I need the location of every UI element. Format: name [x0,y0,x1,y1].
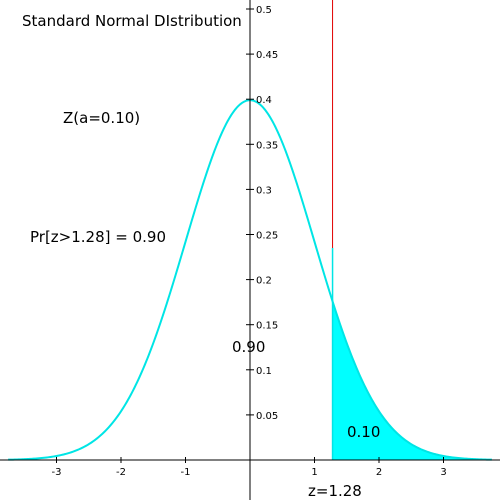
y-tick-label: 0.45 [256,50,278,61]
chart-title: Standard Normal DIstribution [22,12,242,30]
y-tick-label: 0.35 [256,140,278,151]
x-tick-label: -3 [52,467,62,478]
y-tick-label: 0.3 [256,185,272,196]
x-tick-label: 1 [311,467,317,478]
left-area-label: 0.90 [232,338,265,356]
y-tick-label: 0.05 [256,411,278,422]
y-tick-label: 0.2 [256,276,272,287]
right-area-label: 0.10 [347,423,380,441]
y-tick-label: 0.15 [256,321,278,332]
x-tick-label: -2 [116,467,126,478]
x-tick-label: 3 [440,467,446,478]
x-tick-label: -1 [181,467,191,478]
probability-label: Pr[z>1.28] = 0.90 [30,228,166,246]
y-tick-label: 0.1 [256,366,272,377]
z-label: Z(a=0.10) [63,109,140,127]
y-tick-label: 0.4 [256,95,272,106]
y-tick-label: 0.25 [256,231,278,242]
shaded-tail-area [332,301,492,460]
y-tick-label: 0.5 [256,5,272,16]
x-tick-label: 2 [376,467,382,478]
critical-value-label: z=1.28 [308,482,362,500]
